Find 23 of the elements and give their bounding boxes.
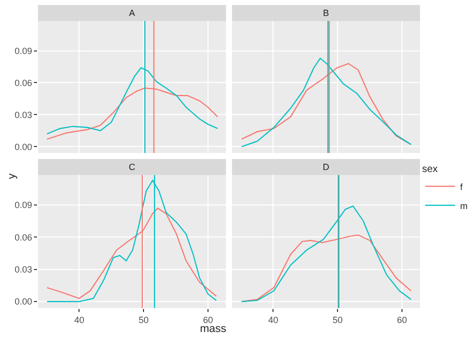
chart-title: C <box>128 162 136 172</box>
y-tick-label: 0.06 <box>14 232 32 242</box>
legend-label: m <box>460 200 468 211</box>
legend-label: f <box>460 182 464 192</box>
y-tick-label: 0.00 <box>14 142 32 152</box>
y-axis-title: y <box>6 173 18 179</box>
y-tick-label: 0.06 <box>14 78 32 88</box>
y-tick-label: 0.03 <box>14 110 32 120</box>
x-tick-label: 60 <box>396 314 407 325</box>
y-tick-label: 0.09 <box>14 46 32 56</box>
x-tick-label: 40 <box>268 314 278 325</box>
x-tick-label: 40 <box>74 314 84 325</box>
x-axis-title: mass <box>200 323 227 335</box>
chart-title: A <box>128 8 136 18</box>
x-tick-label: 60 <box>202 314 213 325</box>
chart-title: B <box>322 8 330 18</box>
y-tick-label: 0.00 <box>14 296 32 307</box>
x-tick-label: 50 <box>138 314 149 325</box>
x-tick-label: 50 <box>332 314 343 325</box>
chart-title: D <box>322 162 330 172</box>
legend-title: sex <box>422 164 438 175</box>
y-tick-label: 0.03 <box>14 264 32 275</box>
y-tick-label: 0.09 <box>14 200 32 210</box>
